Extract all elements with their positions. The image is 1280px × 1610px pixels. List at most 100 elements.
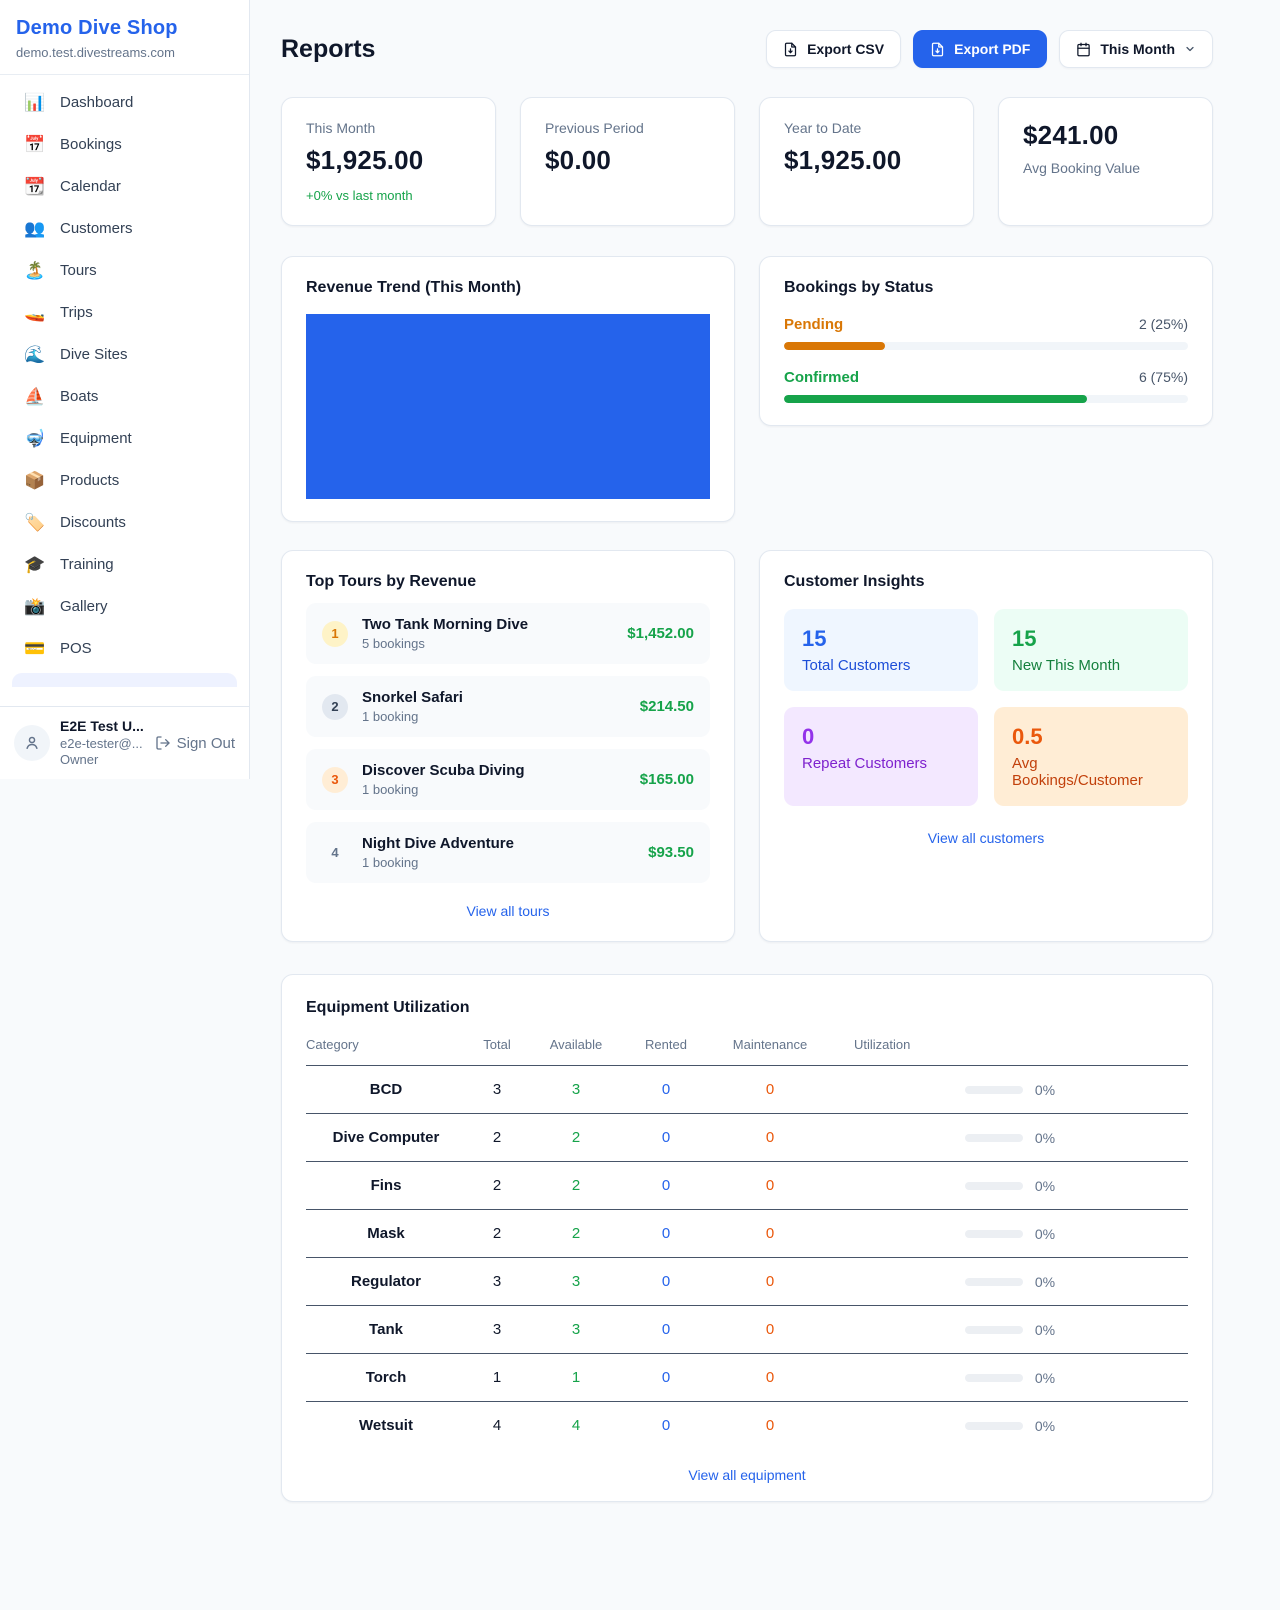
revenue-trend-title: Revenue Trend (This Month) <box>306 279 522 296</box>
cell-category: Wetsuit <box>359 1417 413 1434</box>
export-pdf-button[interactable]: Export PDF <box>913 30 1048 68</box>
tile-label: Avg Bookings/Customer <box>1012 755 1143 789</box>
sidebar-item-reports-partial[interactable] <box>12 673 237 687</box>
cell-total: 4 <box>492 1417 502 1434</box>
utilization-bar <box>964 1422 1023 1430</box>
tour-bookings: 1 booking <box>362 709 419 724</box>
status-count: 2 (25%) <box>1138 316 1188 332</box>
status-count: 6 (75%) <box>1138 369 1188 385</box>
sidebar-item-label: Equipment <box>60 430 132 447</box>
cell-available: 2 <box>528 1161 624 1210</box>
graduation-cap-icon: 🎓 <box>24 555 46 574</box>
person-icon <box>26 736 38 749</box>
tile-label: Total Customers <box>802 657 911 674</box>
utilization-bar <box>964 1374 1023 1382</box>
sidebar-item-gallery[interactable]: 📸 Gallery <box>12 589 237 624</box>
stat-label: Avg Booking Value <box>1023 160 1141 176</box>
main-content: Reports Export CSV Export PDF <box>250 0 1280 1542</box>
user-meta: E2E Test U... e2e-tester@... Owner <box>60 718 144 768</box>
utilization-percent: 0% <box>1034 1130 1056 1146</box>
file-download-icon <box>784 42 797 56</box>
customer-insights-card: Customer Insights 15 Total Customers 15 … <box>759 550 1213 942</box>
tile-value: 0 <box>802 724 815 749</box>
list-item[interactable]: 1 Two Tank Morning Dive 5 bookings $1,45… <box>306 603 710 664</box>
utilization-bar <box>964 1326 1023 1334</box>
list-item[interactable]: 2 Snorkel Safari 1 booking $214.50 <box>306 676 710 737</box>
tour-amount: $93.50 <box>648 844 694 861</box>
cell-rented: 0 <box>624 1113 708 1162</box>
top-tours-card: Top Tours by Revenue 1 Two Tank Morning … <box>281 550 735 942</box>
tile-value: 15 <box>802 626 827 651</box>
island-icon: 🏝️ <box>24 261 46 280</box>
cell-category: Torch <box>306 1353 466 1402</box>
tile-value: 15 <box>1012 626 1037 651</box>
sidebar-item-products[interactable]: 📦 Products <box>12 463 237 498</box>
view-all-equipment-link[interactable]: View all equipment <box>688 1467 806 1483</box>
cell-category: BCD <box>306 1065 466 1114</box>
tour-bookings: 1 booking <box>362 855 419 870</box>
sidebar-item-dive-sites[interactable]: 🌊 Dive Sites <box>12 337 237 372</box>
period-label: This Month <box>1100 41 1175 57</box>
cell-available: 3 <box>528 1305 624 1354</box>
sidebar-item-equipment[interactable]: 🤿 Equipment <box>12 421 237 456</box>
header-actions: Export CSV Export PDF This Month <box>766 30 1213 68</box>
sidebar-item-boats[interactable]: ⛵ Boats <box>12 379 237 414</box>
export-csv-label: Export CSV <box>807 41 885 57</box>
utilization-percent: 0% <box>1034 1178 1056 1194</box>
sidebar-item-training[interactable]: 🎓 Training <box>12 547 237 582</box>
sidebar-item-label: POS <box>60 640 92 657</box>
sidebar-item-customers[interactable]: 👥 Customers <box>12 211 237 246</box>
utilization-percent: 0% <box>1034 1082 1056 1098</box>
sidebar-item-calendar[interactable]: 📆 Calendar <box>12 169 237 204</box>
cell-available: 3 <box>528 1065 624 1114</box>
cell-total: 2 <box>466 1113 528 1162</box>
stat-cards-row: This Month $1,925.00 +0% vs last month P… <box>281 97 1213 226</box>
sidebar-item-label: Customers <box>60 220 133 237</box>
logout-icon <box>155 736 170 750</box>
cell-maintenance: 0 <box>708 1161 832 1210</box>
sidebar-item-label: Bookings <box>60 136 122 153</box>
export-csv-button[interactable]: Export CSV <box>766 30 902 68</box>
equipment-table: Category Total Available Rented Maintena… <box>306 1037 1188 1449</box>
revenue-trend-card: Revenue Trend (This Month) <box>281 256 735 522</box>
tour-bookings: 5 bookings <box>362 636 425 651</box>
sidebar-item-pos[interactable]: 💳 POS <box>12 631 237 666</box>
view-all-customers-link[interactable]: View all customers <box>927 830 1045 846</box>
period-dropdown[interactable]: This Month <box>1059 30 1213 68</box>
bookings-by-status-title: Bookings by Status <box>784 279 934 296</box>
utilization-bar <box>964 1086 1023 1094</box>
calendar-icon: 📆 <box>24 177 46 196</box>
user-email: e2e-tester@... <box>60 735 143 751</box>
brand-block: Demo Dive Shop demo.test.divestreams.com <box>0 0 249 75</box>
sidebar-item-label: Dashboard <box>60 94 134 111</box>
sidebar-item-discounts[interactable]: 🏷️ Discounts <box>12 505 237 540</box>
stat-label: Previous Period <box>545 120 644 136</box>
tour-amount: $214.50 <box>639 698 694 715</box>
table-row: Fins 2 2 0 0 0% <box>306 1161 1188 1210</box>
cell-maintenance: 0 <box>708 1065 832 1114</box>
dashboard-icon: 📊 <box>24 93 46 112</box>
view-all-tours-link[interactable]: View all tours <box>466 903 550 919</box>
export-pdf-label: Export PDF <box>954 41 1031 57</box>
col-header-utilization: Utilization <box>832 1037 1188 1066</box>
utilization-percent: 0% <box>1034 1418 1056 1434</box>
status-label: Pending <box>784 316 844 333</box>
table-row: Mask 2 2 0 0 0% <box>306 1209 1188 1258</box>
cell-category: Tank <box>306 1305 466 1354</box>
insight-grid: 15 Total Customers 15 New This Month 0 R… <box>784 609 1188 806</box>
revenue-trend-chart <box>306 314 710 499</box>
cell-category: Mask <box>306 1209 466 1258</box>
sidebar-item-trips[interactable]: 🚤 Trips <box>12 295 237 330</box>
sidebar-item-bookings[interactable]: 📅 Bookings <box>12 127 237 162</box>
sidebar-item-dashboard[interactable]: 📊 Dashboard <box>12 85 237 120</box>
sign-out-button[interactable]: Sign Out <box>155 735 235 752</box>
tour-name: Snorkel Safari <box>362 689 463 706</box>
list-item[interactable]: 4 Night Dive Adventure 1 booking $93.50 <box>306 822 710 883</box>
col-header-rented: Rented <box>624 1037 708 1066</box>
cell-category: Dive Computer <box>306 1113 466 1162</box>
cell-total: 2 <box>466 1161 528 1210</box>
top-tours-title: Top Tours by Revenue <box>306 573 477 590</box>
list-item[interactable]: 3 Discover Scuba Diving 1 booking $165.0… <box>306 749 710 810</box>
sidebar-item-tours[interactable]: 🏝️ Tours <box>12 253 237 288</box>
